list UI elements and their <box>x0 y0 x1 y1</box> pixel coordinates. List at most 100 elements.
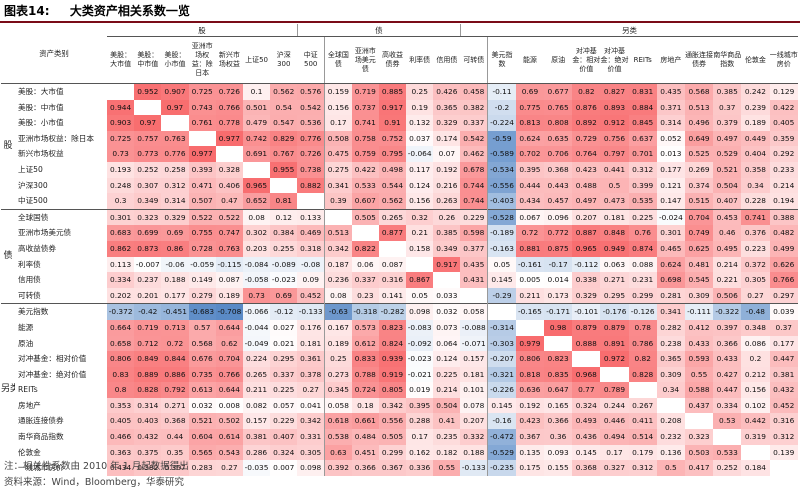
correlation-cell: 0.69 <box>515 82 545 100</box>
correlation-cell: -0.064 <box>406 146 434 162</box>
correlation-cell: 0.165 <box>544 397 573 414</box>
correlation-cell: 0.482 <box>769 225 798 241</box>
correlation-cell: 0.701 <box>628 146 657 162</box>
correlation-cell: 0.189 <box>324 335 352 352</box>
correlation-cell: 0.412 <box>684 319 714 336</box>
correlation-cell: 0.188 <box>161 272 189 288</box>
correlation-cell: 0.73 <box>242 287 271 304</box>
correlation-cell: 0.395 <box>406 397 434 414</box>
correlation-cell: 0.063 <box>600 256 629 273</box>
correlation-cell: 0.12 <box>270 208 298 226</box>
correlation-cell: 0.756 <box>600 130 629 147</box>
correlation-cell: 0.451 <box>351 444 379 461</box>
correlation-cell: 0.078 <box>460 397 488 414</box>
table-row: 可转债 0.202 0.201 0.177 0.279 0.189 0.73 0.69 0.45… <box>1 287 798 304</box>
correlation-cell: 0.349 <box>433 240 461 257</box>
figure-number: 图表14: <box>4 4 50 18</box>
row-label: 美股：小市值 <box>18 118 64 128</box>
correlation-cell: 0.181 <box>600 208 629 226</box>
correlation-cell: 0.744 <box>460 177 488 194</box>
correlation-cell: 0.529 <box>713 146 742 162</box>
correlation-cell: 0.283 <box>188 460 216 476</box>
correlation-cell: 0.741 <box>351 115 379 131</box>
correlation-cell: 0.444 <box>515 177 545 194</box>
correlation-cell: 0.239 <box>741 99 770 116</box>
correlation-cell: -0.133 <box>460 460 488 476</box>
column-header: 可转债 <box>460 36 488 84</box>
correlation-cell: -0.111 <box>684 303 714 320</box>
correlation-cell: 0.423 <box>515 413 545 430</box>
correlation-cell: 0.363 <box>107 444 135 461</box>
correlation-cell: 0.427 <box>713 366 742 383</box>
correlation-cell: 0.573 <box>351 319 379 336</box>
correlation-cell: -0.451 <box>161 303 189 320</box>
correlation-cell: 0.889 <box>134 366 162 383</box>
correlation-cell: 0.18 <box>351 397 379 414</box>
diagonal-cell <box>134 99 162 116</box>
correlation-cell: 0.698 <box>656 272 685 288</box>
correlation-cell: 0.248 <box>107 177 135 194</box>
correlation-cell: 0.052 <box>656 130 685 147</box>
correlation-cell: 0.181 <box>297 335 325 352</box>
correlation-cell: 0.341 <box>656 303 685 320</box>
correlation-cell: 0.919 <box>378 366 407 383</box>
correlation-cell: 0.828 <box>628 366 657 383</box>
correlation-cell: -0.472 <box>487 429 516 445</box>
correlation-cell: -0.534 <box>487 161 516 178</box>
correlation-cell: 0.776 <box>161 146 189 162</box>
correlation-cell: 0.8 <box>107 382 135 398</box>
correlation-cell: 0.273 <box>324 366 352 383</box>
correlation-cell: 0.365 <box>433 99 461 116</box>
column-header: 对冲基金：相对价值 <box>572 36 601 84</box>
row-label: 新兴市场权益 <box>18 149 64 159</box>
table-row: 原油 0.658 0.712 0.72 0.568 0.62 -0.049 0.021 0.18… <box>1 335 798 352</box>
table-row: 沪深300 0.248 0.307 0.312 0.471 0.406 0.965 0.882… <box>1 177 798 194</box>
column-header: 亚洲市场权益：除日本 <box>188 36 216 84</box>
correlation-cell: 0.329 <box>572 287 601 304</box>
correlation-cell: 0.568 <box>684 82 714 100</box>
correlation-cell: 0.965 <box>572 240 601 257</box>
correlation-cell: -0.529 <box>487 444 516 461</box>
correlation-cell: -0.321 <box>487 366 516 383</box>
correlation-cell: 0.879 <box>600 319 629 336</box>
correlation-cell: 0.145 <box>487 272 516 288</box>
diagonal-cell <box>351 225 379 241</box>
correlation-cell: 0.19 <box>406 99 434 116</box>
correlation-cell: 0.124 <box>406 177 434 194</box>
correlation-cell: 0.145 <box>487 397 516 414</box>
correlation-cell: 0.255 <box>270 240 298 257</box>
table-row: 房地产 0.353 0.314 0.271 0.032 0.008 0.082 0.057 0.… <box>1 397 798 414</box>
row-label: 房地产 <box>18 400 41 410</box>
row-label: 信用债 <box>18 275 41 285</box>
diagonal-cell <box>188 130 216 147</box>
correlation-cell: 0.833 <box>351 351 379 367</box>
correlation-cell: 0.955 <box>270 161 298 178</box>
correlation-cell: 0.368 <box>544 161 573 178</box>
row-label: 沪深300 <box>18 180 48 190</box>
correlation-cell: 0.214 <box>769 177 798 194</box>
correlation-cell: 0.382 <box>134 460 162 476</box>
correlation-cell: 0.082 <box>242 397 271 414</box>
correlation-cell: 0.729 <box>572 130 601 147</box>
correlation-cell: 0.345 <box>324 382 352 398</box>
correlation-cell: 0.177 <box>656 161 685 178</box>
correlation-cell: 0.435 <box>460 256 488 273</box>
correlation-cell: 0.371 <box>656 99 685 116</box>
correlation-cell: 0.181 <box>460 366 488 383</box>
correlation-cell: 0.348 <box>741 319 770 336</box>
correlation-cell: 0.265 <box>378 208 407 226</box>
correlation-cell: 0.224 <box>242 351 271 367</box>
correlation-cell: 0.334 <box>713 397 742 414</box>
correlation-cell: 0.824 <box>378 335 407 352</box>
correlation-cell: 0.766 <box>769 272 798 288</box>
correlation-cell: 0.295 <box>600 287 629 304</box>
table-row: 对冲基金：绝对价值 0.83 0.889 0.886 0.735 0.766 0.265 0.… <box>1 366 798 383</box>
correlation-cell: 0.378 <box>297 366 325 383</box>
correlation-cell: 0.328 <box>215 161 243 178</box>
row-label: 对冲基金：相对价值 <box>18 354 87 364</box>
correlation-cell: 0.881 <box>515 240 545 257</box>
correlation-cell: 0.34 <box>741 177 770 194</box>
correlation-cell: 0.805 <box>378 382 407 398</box>
table-row: 对冲基金：相对价值 0.806 0.849 0.844 0.676 0.704 0.224 0… <box>1 351 798 367</box>
correlation-cell: 0.457 <box>544 193 573 210</box>
